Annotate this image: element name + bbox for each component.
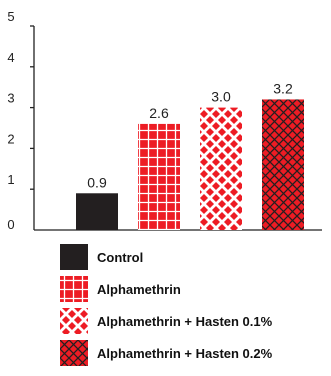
y-tick-labels: 0 1 2 3 4 5 <box>7 9 14 232</box>
y-tick-label-4: 4 <box>7 50 14 65</box>
data-label-control: 0.9 <box>87 174 107 190</box>
bar-hasten-0-2 <box>262 99 304 230</box>
bar-control <box>76 193 118 230</box>
y-axis: 0 1 2 3 4 5 <box>7 9 35 232</box>
legend-label-alphamethrin: Alphamethrin <box>97 281 181 297</box>
y-tick-label-0: 0 <box>7 217 14 232</box>
y-tick-label-5: 5 <box>7 9 14 24</box>
y-tick-label-2: 2 <box>7 131 14 146</box>
legend-swatch-control <box>60 244 88 270</box>
legend-item-alphamethrin: Alphamethrin <box>60 276 272 302</box>
legend-item-control: Control <box>60 244 272 270</box>
legend-item-hasten-0-1: Alphamethrin + Hasten 0.1% <box>60 308 272 334</box>
legend-swatch-hasten-0-2 <box>60 340 88 366</box>
y-tick-label-3: 3 <box>7 91 14 106</box>
legend-label-control: Control <box>97 249 144 265</box>
legend: Control Alphamethrin Alphamethrin + Hast… <box>60 244 272 372</box>
legend-swatch-hasten-0-1 <box>60 308 88 334</box>
bar-alphamethrin <box>138 123 180 230</box>
bars <box>76 99 304 230</box>
data-labels: 0.9 2.6 3.0 3.2 <box>87 80 293 190</box>
legend-item-hasten-0-2: Alphamethrin + Hasten 0.2% <box>60 340 272 366</box>
data-label-alphamethrin: 2.6 <box>149 105 169 121</box>
bar-chart: 0 1 2 3 4 5 0.9 2.6 3.0 3.2 <box>7 9 322 232</box>
legend-label-hasten-0-1: Alphamethrin + Hasten 0.1% <box>97 313 273 329</box>
legend-swatch-alphamethrin <box>60 276 88 302</box>
y-tick-label-1: 1 <box>7 172 14 187</box>
data-label-hasten-0-2: 3.2 <box>273 80 293 96</box>
legend-label-hasten-0-2: Alphamethrin + Hasten 0.2% <box>97 345 273 361</box>
bar-hasten-0-1 <box>200 107 242 230</box>
y-ticks <box>30 25 34 190</box>
data-label-hasten-0-1: 3.0 <box>211 89 231 105</box>
